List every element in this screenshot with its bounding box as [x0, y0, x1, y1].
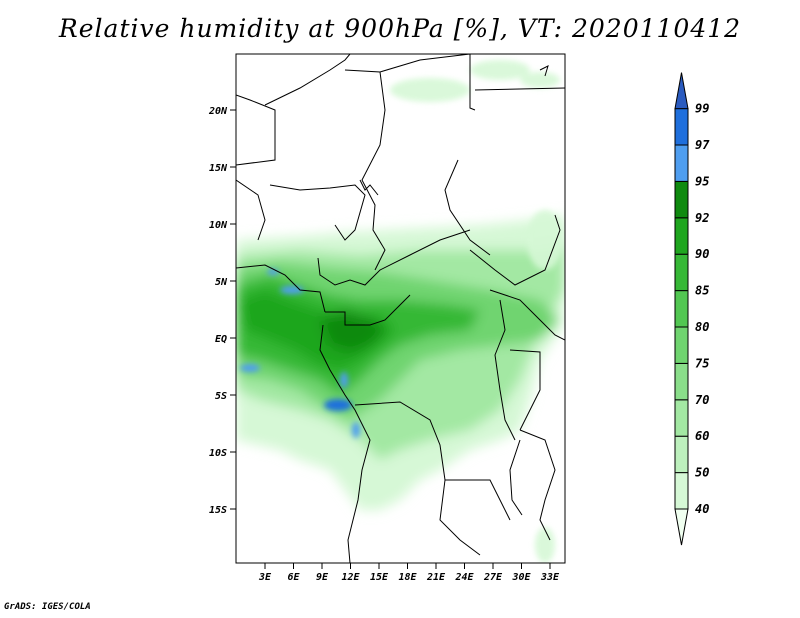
colorbar-label: 85	[695, 284, 709, 298]
lon-tick-label: 24E	[454, 572, 474, 583]
colorbar-band	[674, 72, 689, 110]
colorbar-label: 99	[695, 102, 709, 116]
lat-tick-label: 5N	[215, 277, 228, 288]
colorbar-band	[674, 472, 689, 510]
map-frame	[235, 53, 566, 564]
colorbar-label: 50	[695, 466, 709, 480]
colorbar-label: 60	[695, 429, 709, 443]
colorbar-band	[674, 435, 689, 474]
colorbar-band	[674, 144, 689, 182]
lon-tick-label: 12E	[341, 572, 360, 583]
colorbar-label: 75	[695, 356, 709, 370]
lon-tick-label: 27E	[483, 572, 503, 583]
lat-tick-label: 15S	[209, 505, 227, 516]
lon-tick-label: 18E	[398, 572, 417, 583]
lon-tick-label: 15E	[370, 572, 389, 583]
lat-tick-label: 10N	[209, 220, 228, 231]
country-borders	[236, 54, 565, 563]
lon-tick-label: 3E	[258, 572, 272, 583]
longitude-axis: 3E 6E 9E 12E 15E 18E 21E 24E 27E 30E 33E	[258, 563, 560, 583]
lon-tick-label: 21E	[426, 572, 446, 583]
lon-tick-label: 30E	[511, 572, 531, 583]
lat-tick-label: 5S	[215, 391, 227, 402]
colorbar-band	[674, 217, 689, 255]
lat-tick-label: EQ	[215, 334, 227, 345]
colorbar-label: 92	[695, 211, 709, 225]
colorbar-band	[674, 362, 689, 401]
lon-tick-label: 6E	[287, 572, 300, 583]
colorbar-band	[674, 326, 689, 364]
lat-tick-label: 15N	[209, 163, 228, 174]
lon-tick-label: 9E	[316, 572, 329, 583]
lat-tick-label: 20N	[208, 106, 228, 117]
lat-tick-label: 10S	[209, 448, 227, 459]
colorbar-band	[674, 508, 689, 546]
chart-title: Relative humidity at 900hPa [%], VT: 202…	[58, 14, 742, 43]
colorbar-band	[674, 253, 689, 292]
humidity-field	[236, 54, 565, 563]
colorbar-label: 95	[695, 174, 709, 188]
colorbar-band	[674, 108, 689, 146]
colorbar: 40 50 60 70 75 80 85 90 92 95 97 99	[674, 72, 710, 546]
lon-tick-label: 33E	[540, 572, 560, 583]
colorbar-label: 80	[695, 320, 709, 334]
colorbar-band	[674, 399, 689, 437]
colorbar-label: 40	[695, 502, 709, 516]
latitude-axis: 20N 15N 10N 5N EQ 5S 10S 15S	[208, 106, 236, 516]
colorbar-label: 70	[695, 393, 709, 407]
colorbar-label: 90	[695, 247, 709, 261]
credit-label: GrADS: IGES/COLA	[4, 602, 91, 612]
colorbar-band	[674, 180, 689, 219]
colorbar-label: 97	[695, 138, 710, 152]
colorbar-band	[674, 290, 689, 328]
